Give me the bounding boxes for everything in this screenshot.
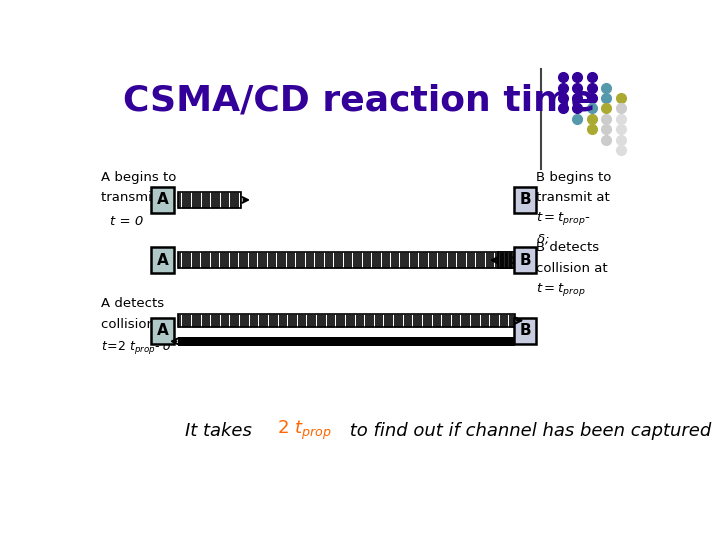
Text: B: B — [519, 323, 531, 339]
Text: $\delta$;: $\delta$; — [536, 232, 550, 246]
Text: collision at: collision at — [536, 262, 608, 275]
Text: collision at: collision at — [101, 318, 173, 331]
Text: A begins to: A begins to — [101, 171, 176, 184]
Text: A: A — [157, 192, 168, 207]
Text: A: A — [157, 253, 168, 268]
Text: $t = t_{prop}$-: $t = t_{prop}$- — [536, 210, 591, 227]
Text: CSMA/CD reaction time: CSMA/CD reaction time — [124, 84, 595, 118]
Text: B detects: B detects — [536, 241, 600, 254]
Text: transmit at: transmit at — [101, 191, 175, 204]
Text: $t = t_{prop}$: $t = t_{prop}$ — [536, 281, 586, 298]
Bar — [178, 314, 516, 327]
Text: t = 0: t = 0 — [109, 215, 143, 228]
Text: transmit at: transmit at — [536, 191, 610, 204]
Text: $t\!=\!2\ t_{prop}$- $\delta$: $t\!=\!2\ t_{prop}$- $\delta$ — [101, 339, 172, 356]
Bar — [178, 252, 513, 268]
Text: $2\ t_{prop}$: $2\ t_{prop}$ — [277, 419, 332, 442]
Text: A: A — [157, 323, 168, 339]
Bar — [498, 252, 520, 268]
Bar — [178, 337, 516, 346]
Text: It takes: It takes — [185, 422, 258, 440]
Bar — [178, 192, 240, 208]
Text: A detects: A detects — [101, 298, 164, 310]
Text: B: B — [519, 253, 531, 268]
Text: B begins to: B begins to — [536, 171, 612, 184]
Text: B: B — [519, 192, 531, 207]
Text: to find out if channel has been captured: to find out if channel has been captured — [344, 422, 711, 440]
